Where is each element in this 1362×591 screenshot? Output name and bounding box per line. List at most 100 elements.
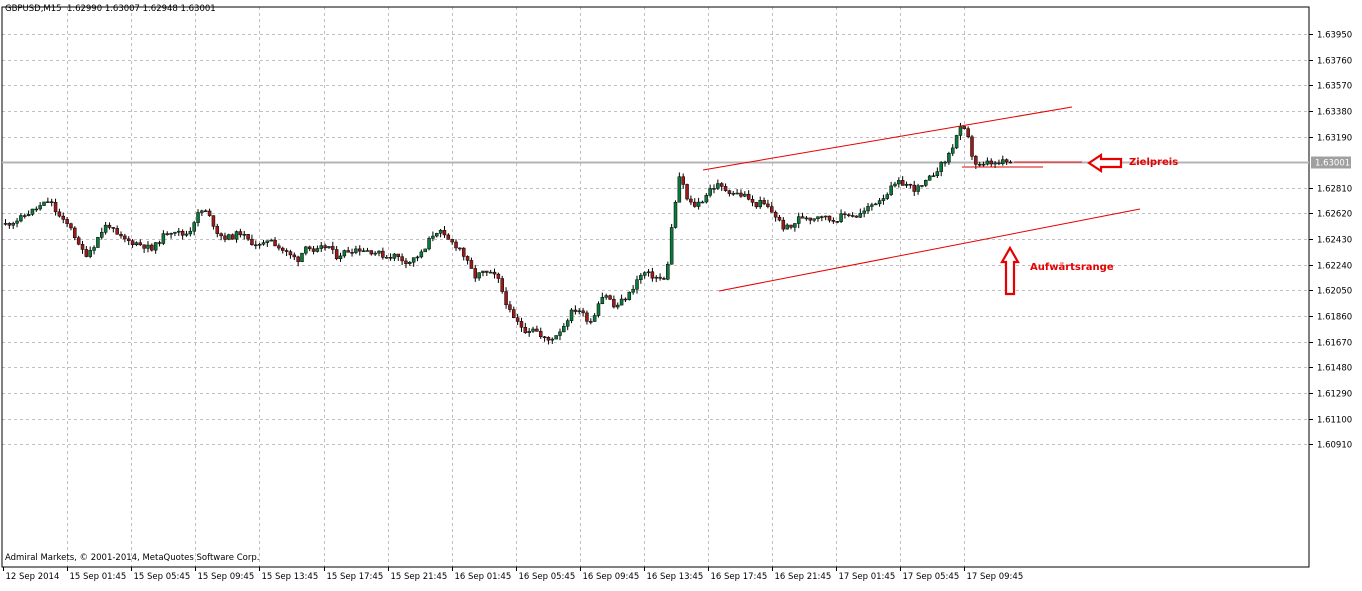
candle-body bbox=[92, 247, 96, 251]
candle-body bbox=[346, 250, 350, 253]
candle-body bbox=[854, 215, 859, 218]
candle-body bbox=[196, 212, 200, 223]
candle-body bbox=[858, 213, 863, 218]
candle-body bbox=[1008, 161, 1013, 164]
candle bbox=[142, 244, 146, 253]
candle-body bbox=[49, 201, 54, 203]
candle bbox=[442, 226, 447, 238]
x-tick-label: 16 Sep 21:45 bbox=[775, 572, 832, 582]
candle bbox=[542, 335, 547, 342]
candle-body bbox=[111, 227, 116, 229]
candle-body bbox=[635, 279, 639, 290]
candle-body bbox=[250, 238, 254, 246]
candle-body bbox=[315, 248, 320, 252]
candle bbox=[947, 151, 951, 165]
candle-body bbox=[300, 252, 304, 262]
candle-body bbox=[415, 256, 420, 259]
candle-body bbox=[746, 193, 751, 200]
candle bbox=[604, 293, 608, 300]
candle bbox=[188, 227, 193, 237]
candle bbox=[912, 180, 916, 196]
candle-body bbox=[369, 250, 374, 255]
candle bbox=[488, 269, 493, 274]
candle-body bbox=[654, 276, 658, 279]
candle-body bbox=[396, 253, 401, 257]
trend-lines[interactable] bbox=[702, 106, 1141, 292]
candle-body bbox=[666, 263, 670, 280]
candle-body bbox=[693, 201, 697, 207]
candle bbox=[257, 242, 262, 249]
candle bbox=[30, 208, 35, 216]
candle bbox=[812, 218, 816, 223]
candle bbox=[750, 195, 755, 207]
candle-body bbox=[350, 252, 354, 254]
candle-body bbox=[831, 220, 836, 222]
candle bbox=[61, 212, 66, 224]
candle bbox=[384, 254, 389, 259]
candle-body bbox=[358, 248, 362, 252]
candle bbox=[184, 230, 189, 237]
candle bbox=[431, 231, 435, 242]
candle-body bbox=[839, 213, 843, 222]
candle-body bbox=[130, 240, 135, 246]
trend-line-channel-upper[interactable] bbox=[702, 106, 1073, 171]
candle bbox=[985, 157, 990, 166]
candle bbox=[115, 225, 119, 235]
candle-body bbox=[793, 223, 797, 228]
trend-line-channel-lower[interactable] bbox=[718, 208, 1141, 292]
candle-body bbox=[7, 223, 12, 226]
candle bbox=[331, 241, 335, 255]
candle bbox=[227, 233, 231, 241]
candle bbox=[369, 250, 374, 256]
candle-body bbox=[219, 233, 223, 237]
candle bbox=[157, 240, 162, 247]
candle-body bbox=[762, 200, 766, 205]
candle-body bbox=[446, 234, 451, 240]
candle-body bbox=[477, 272, 481, 279]
candle-body bbox=[134, 242, 139, 246]
candle bbox=[850, 212, 855, 218]
candle-body bbox=[881, 198, 886, 201]
candle-body bbox=[708, 188, 712, 196]
candle bbox=[696, 197, 701, 210]
candle-body bbox=[254, 244, 258, 247]
candle-body bbox=[658, 276, 662, 279]
candle-body bbox=[73, 227, 77, 238]
candle bbox=[562, 323, 566, 333]
candle-body bbox=[669, 227, 674, 265]
candle-body bbox=[26, 214, 31, 217]
candle bbox=[592, 313, 597, 322]
candle-body bbox=[161, 233, 166, 244]
candle bbox=[419, 249, 424, 259]
candle bbox=[438, 228, 443, 238]
candle-body bbox=[800, 216, 805, 219]
candle-body bbox=[361, 250, 366, 252]
candle bbox=[400, 253, 404, 266]
candle bbox=[920, 185, 924, 188]
candle bbox=[126, 236, 131, 246]
candle bbox=[485, 270, 489, 277]
candle bbox=[265, 240, 270, 247]
candle bbox=[820, 215, 824, 222]
candle bbox=[296, 255, 300, 267]
candle-body bbox=[931, 175, 936, 177]
candle bbox=[796, 212, 801, 229]
candle bbox=[873, 202, 878, 206]
candle bbox=[573, 305, 578, 315]
candle-body bbox=[950, 147, 955, 154]
candle bbox=[76, 235, 81, 246]
candle-body bbox=[11, 223, 15, 226]
candle-body bbox=[515, 317, 520, 322]
candle bbox=[323, 243, 327, 251]
candle bbox=[916, 183, 920, 195]
candle-body bbox=[435, 233, 439, 237]
candle bbox=[15, 218, 19, 228]
candle bbox=[319, 242, 323, 252]
candle-body bbox=[334, 249, 339, 260]
candle-body bbox=[384, 256, 389, 259]
candle-body bbox=[57, 211, 62, 217]
candle bbox=[669, 223, 674, 265]
candle bbox=[338, 252, 343, 262]
